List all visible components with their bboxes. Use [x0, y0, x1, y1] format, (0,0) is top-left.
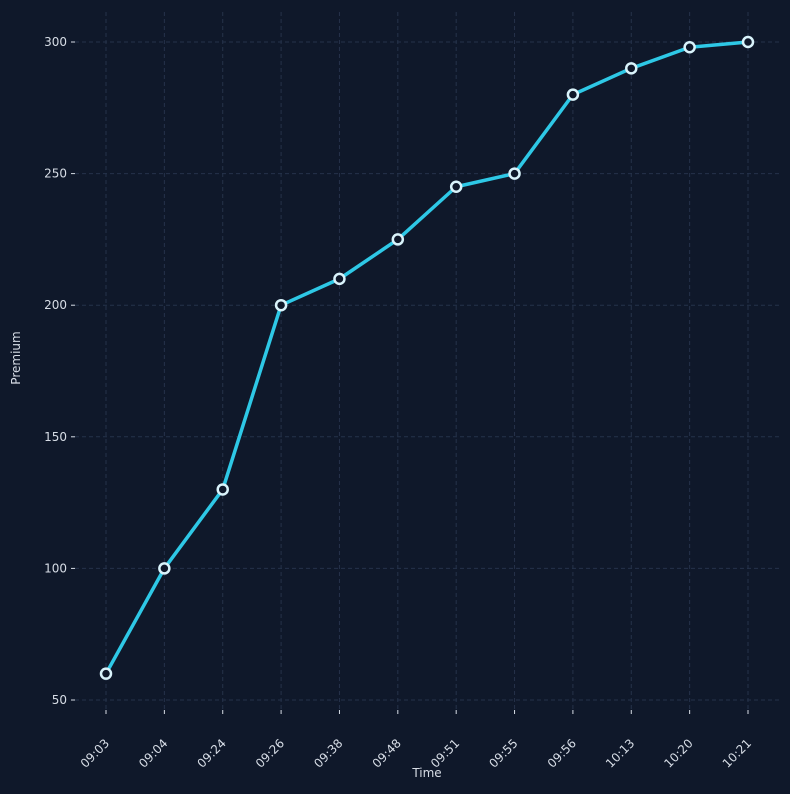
- x-tick-label: 09:55: [486, 736, 520, 770]
- x-axis-ticks: 09:03 09:04 09:24 09:26 09:38 09:48 09:51 09:55…: [78, 710, 754, 771]
- data-point: [508, 167, 521, 180]
- y-tick-label: 150: [44, 430, 67, 444]
- x-tick-label: 10:20: [661, 736, 695, 770]
- x-axis-label: Time: [411, 766, 441, 780]
- series-layer: [99, 35, 755, 680]
- data-point: [158, 562, 171, 575]
- data-point: [391, 233, 405, 246]
- y-axis-label: Premium: [9, 331, 23, 384]
- x-tick-label: 09:56: [545, 736, 579, 770]
- data-point: [625, 62, 638, 75]
- data-point: [274, 298, 288, 312]
- series-line: [104, 40, 750, 676]
- data-point: [741, 35, 755, 49]
- x-tick-label: 09:26: [253, 736, 287, 770]
- data-point: [566, 88, 580, 101]
- x-tick-label: 09:24: [194, 736, 228, 770]
- data-point: [216, 483, 229, 496]
- data-point: [99, 667, 113, 680]
- data-point: [449, 180, 463, 194]
- x-tick-label: 09:03: [78, 736, 112, 770]
- y-tick-label: 50: [52, 693, 67, 707]
- y-axis-ticks: 50 100 150 200 250 300: [44, 35, 75, 707]
- y-tick-label: 200: [44, 298, 67, 312]
- data-point: [683, 41, 696, 54]
- y-tick-label: 100: [44, 561, 67, 575]
- y-tick-label: 250: [44, 167, 67, 181]
- x-tick-label: 09:38: [311, 736, 345, 770]
- data-point: [333, 272, 346, 286]
- x-tick-label: 10:21: [720, 736, 754, 770]
- y-tick-label: 300: [44, 35, 67, 49]
- x-tick-label: 09:48: [370, 736, 404, 770]
- x-tick-label: 10:13: [603, 736, 637, 770]
- grid-lines: [75, 12, 780, 710]
- x-tick-label: 09:04: [136, 736, 170, 770]
